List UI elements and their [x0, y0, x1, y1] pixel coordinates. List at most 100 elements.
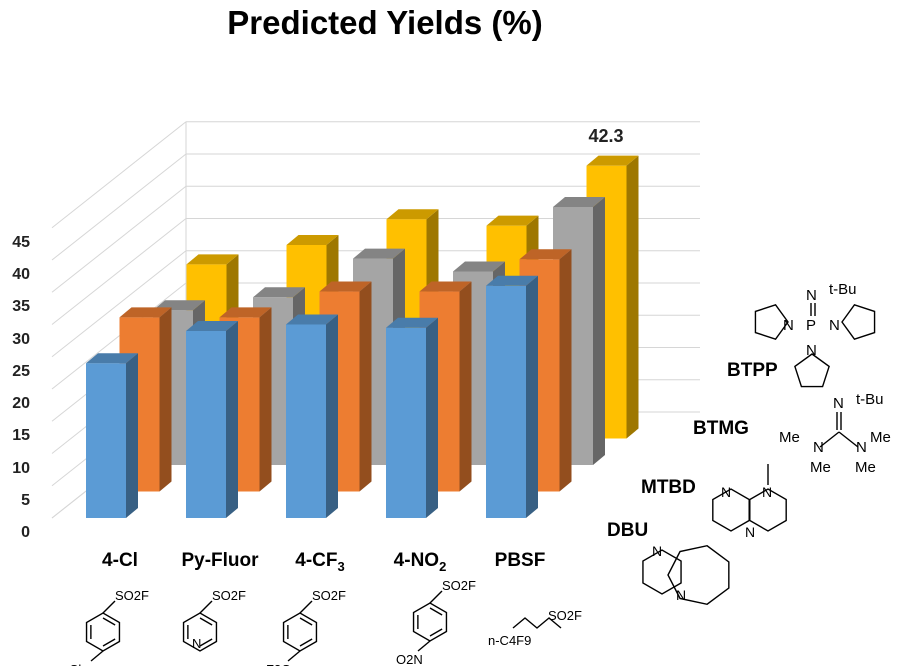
y-tick-label: 45: [12, 233, 30, 251]
btpp-n-bottom: N: [806, 342, 817, 359]
pyridine-nitrogen-label: N: [192, 636, 201, 651]
dbu-ring-six-icon: [642, 549, 682, 595]
btpp-n-left: N: [783, 317, 794, 334]
bar-side: [126, 353, 138, 518]
chart-bars: [86, 155, 639, 518]
mtbd-n-methyl: N: [762, 484, 772, 500]
bar-side: [326, 314, 338, 518]
bar-side: [259, 307, 272, 492]
x-tick-label: 4-NO2: [393, 550, 447, 574]
y-tick-label: 10: [12, 459, 30, 477]
dbu-ring-seven-icon: [667, 545, 730, 605]
bar-side: [426, 317, 438, 518]
sulfonyl-fluoride-label: SO2F: [212, 588, 246, 603]
bar-top: [186, 320, 238, 331]
bar-side: [626, 155, 639, 439]
bar-top: [586, 155, 639, 166]
legend-label-dbu: DBU: [607, 520, 649, 541]
legend-label-btmg: BTMG: [693, 418, 749, 439]
dbu-n-bridge: N: [676, 587, 686, 603]
mtbd-ring-right-icon: [749, 488, 787, 532]
bar-side: [159, 307, 172, 492]
bar-side: [459, 281, 472, 492]
bar-top: [286, 235, 339, 245]
x-tick-label: Py-Fluor: [181, 550, 259, 571]
btmg-n-imine: N: [833, 395, 844, 412]
bar-side: [526, 275, 538, 518]
perfluorobutyl-label: n-C4F9: [488, 633, 531, 648]
y-tick-label: 0: [21, 524, 30, 541]
gridline-side: [51, 250, 187, 358]
y-tick-label: 15: [12, 427, 30, 445]
bond: [287, 650, 301, 662]
y-tick-label: 40: [12, 266, 30, 283]
bond: [819, 431, 840, 448]
bond: [90, 650, 104, 662]
bar-top: [386, 209, 439, 220]
btmg-tbu-label: t-Bu: [856, 391, 884, 408]
y-tick-label: 35: [12, 298, 30, 316]
legend-label-btpp: BTPP: [727, 360, 778, 381]
bond: [299, 600, 313, 614]
bar-top: [386, 317, 438, 328]
bar-dbu-2: [286, 314, 338, 518]
double-bond: [102, 638, 116, 647]
bond: [102, 600, 116, 614]
x-tick-label: PBSF: [494, 550, 546, 571]
legend-label-mtbd: MTBD: [641, 477, 696, 498]
substituent-label: O2N: [396, 652, 423, 666]
btpp-n-right: N: [829, 317, 840, 334]
mtbd-n-bridge: N: [745, 524, 755, 540]
chemical-structures: SO2FClSO2FSO2FF3CSO2FO2NNn-C4F9SO2FPNNNN…: [69, 281, 891, 666]
x-tick-label: 4-Cl: [102, 550, 138, 571]
bond: [838, 431, 859, 448]
double-bond: [199, 638, 213, 647]
btpp-tbu-label: t-Bu: [829, 281, 857, 298]
pyrrolidine-ring-icon: [841, 304, 876, 340]
bar-side: [359, 281, 372, 492]
gridline-side: [51, 153, 187, 261]
bar-side: [559, 249, 572, 492]
pyrrolidine-ring-icon: [794, 353, 830, 388]
bond: [429, 590, 443, 604]
btmg-me-label: Me: [779, 429, 800, 446]
gridline-side: [51, 185, 187, 293]
bar-dbu-0: [86, 353, 138, 518]
double-bond: [299, 617, 313, 626]
bond: [417, 640, 431, 652]
bar-top: [453, 261, 505, 272]
double-bond: [299, 638, 313, 647]
btmg-n-right: N: [856, 439, 867, 456]
bar-dbu-1: [186, 320, 238, 518]
bar-top: [553, 197, 605, 207]
btpp-n-imine: N: [806, 287, 817, 304]
phosphorus-label: P: [806, 317, 816, 334]
bar-front: [86, 363, 126, 518]
bar-top: [519, 249, 572, 260]
bar-top: [119, 307, 172, 318]
bar-side: [593, 197, 605, 465]
perfluorobutyl-chain: [512, 617, 562, 629]
substituent-label: Cl: [69, 662, 81, 666]
bar-top: [86, 353, 138, 364]
bar-top: [219, 307, 272, 318]
bar-top: [486, 275, 538, 286]
gridline-side: [51, 121, 187, 229]
bar-top: [353, 248, 405, 259]
double-bond: [102, 617, 116, 626]
btmg-me-label: Me: [870, 429, 891, 446]
chart-title: Predicted Yields (%): [227, 4, 543, 41]
pbsf-sulfonyl-label: SO2F: [548, 608, 582, 623]
y-tick-label: 20: [12, 395, 30, 412]
mtbd-n-imine: N: [721, 484, 731, 500]
bar-top: [186, 254, 239, 265]
bond: [199, 600, 213, 614]
y-tick-label: 25: [12, 362, 30, 380]
double-bond: [429, 628, 443, 637]
sulfonyl-fluoride-label: SO2F: [115, 588, 149, 603]
gridline-side: [51, 282, 187, 390]
bar-front: [186, 330, 226, 518]
double-bond: [199, 617, 213, 626]
bar-side: [226, 320, 238, 518]
x-tick-label: 4-CF3: [295, 550, 345, 574]
